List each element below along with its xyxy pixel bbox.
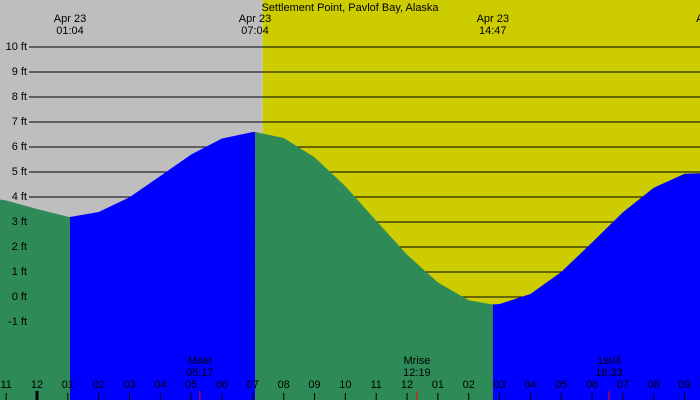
y-tick-label: 7 ft bbox=[12, 116, 27, 128]
x-tick-label: 10 bbox=[339, 379, 351, 391]
falling-tide bbox=[0, 199, 70, 400]
moon-event: Mset bbox=[188, 355, 212, 367]
y-tick-label: 6 ft bbox=[12, 141, 27, 153]
y-tick-label: 8 ft bbox=[12, 91, 27, 103]
y-tick-label: 1 ft bbox=[12, 266, 27, 278]
chart-title: Settlement Point, Pavlof Bay, Alaska bbox=[261, 2, 439, 14]
x-tick-label: 06 bbox=[216, 379, 228, 391]
x-tick-label: 08 bbox=[278, 379, 290, 391]
tide-area bbox=[0, 132, 700, 400]
x-tick-label: 04 bbox=[154, 379, 166, 391]
x-tick-label: 12 bbox=[31, 379, 43, 391]
moon-event: Mrise bbox=[403, 355, 430, 367]
y-tick-label: 0 ft bbox=[12, 291, 27, 303]
y-tick-label: 4 ft bbox=[12, 191, 27, 203]
x-tick-label: 04 bbox=[524, 379, 536, 391]
x-tick-label: 09 bbox=[308, 379, 320, 391]
moon-time: 18:33 bbox=[595, 367, 623, 379]
x-tick-label: 05 bbox=[185, 379, 197, 391]
labels: 10 ft 9 ft 8 ft 7 ft 6 ft 5 ft 4 ft 3 ft 2 ft 1 f… bbox=[0, 13, 700, 400]
moon-time: 12:19 bbox=[403, 367, 431, 379]
x-tick-label: 05 bbox=[555, 379, 567, 391]
event-time: 14:47 bbox=[479, 25, 507, 37]
x-tick-label: 09 bbox=[678, 379, 690, 391]
y-tick-label: 10 ft bbox=[6, 41, 27, 53]
x-tick-label: 08 bbox=[648, 379, 660, 391]
event-date: Apr 23 bbox=[477, 13, 509, 25]
rising-tide bbox=[492, 173, 700, 400]
event-time: 01:04 bbox=[56, 25, 84, 37]
y-tick-label: 9 ft bbox=[12, 66, 27, 78]
event-date: Apr 23 bbox=[54, 13, 86, 25]
x-tick-label: 01 bbox=[62, 379, 74, 391]
x-tick-label: 03 bbox=[123, 379, 135, 391]
falling-tide bbox=[255, 132, 493, 400]
event-date: Apr 23 bbox=[239, 13, 271, 25]
event-time: 07:04 bbox=[241, 25, 269, 37]
x-tick-label: 07 bbox=[617, 379, 629, 391]
x-tick-label: 07 bbox=[247, 379, 259, 391]
moon-event: 1st/4 bbox=[597, 355, 621, 367]
y-tick-label: -1 ft bbox=[8, 316, 27, 328]
x-tick-label: 02 bbox=[93, 379, 105, 391]
x-tick-label: 03 bbox=[493, 379, 505, 391]
x-tick-label: 11 bbox=[371, 379, 382, 391]
y-tick-label: 2 ft bbox=[12, 241, 27, 253]
x-tick-label: 12 bbox=[401, 379, 413, 391]
event-date: Apr 23 bbox=[696, 13, 700, 25]
x-tick-label: 06 bbox=[586, 379, 598, 391]
x-tick-label: 11 bbox=[0, 379, 11, 391]
x-tick-label: 01 bbox=[432, 379, 444, 391]
x-tick-label: 02 bbox=[463, 379, 475, 391]
moon-time: 05:17 bbox=[186, 367, 214, 379]
y-tick-label: 3 ft bbox=[12, 216, 27, 228]
y-tick-label: 5 ft bbox=[12, 166, 27, 178]
rising-tide bbox=[70, 132, 256, 400]
